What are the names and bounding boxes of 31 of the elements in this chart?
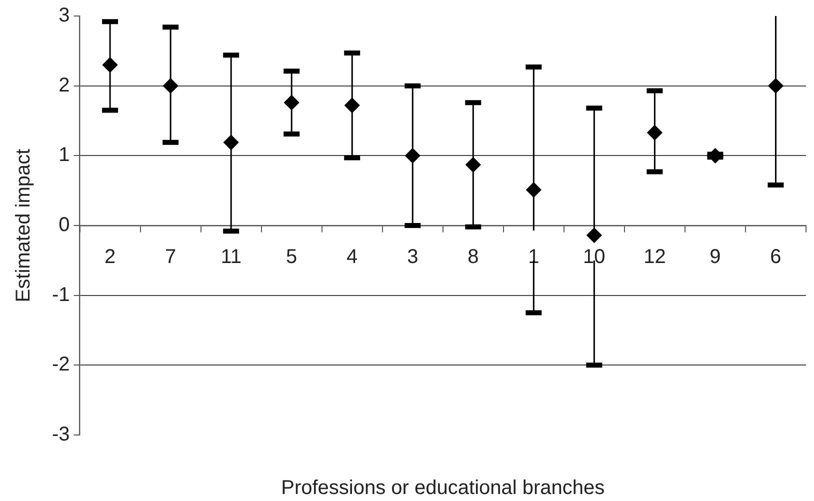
point [647, 125, 662, 140]
y-axis-title: Estimated impact [12, 148, 35, 302]
y-tick-label: 0 [58, 214, 70, 236]
point [344, 98, 360, 113]
x-tick-label: 3 [407, 246, 418, 268]
point [284, 95, 300, 110]
x-tick-label: 11 [220, 246, 242, 268]
x-axis-title: Professions or educational branches [281, 477, 605, 499]
x-tick-label: 6 [770, 246, 782, 268]
y-tick-label: -1 [52, 284, 70, 306]
point [102, 57, 118, 72]
point [163, 78, 178, 94]
y-tick-label: -3 [52, 424, 70, 446]
y-tick-label: 3 [58, 4, 70, 27]
x-tick-label: 12 [644, 246, 666, 268]
point [466, 157, 481, 172]
x-tick-label: 5 [286, 246, 298, 268]
point [224, 134, 239, 150]
y-tick-label: 2 [58, 74, 70, 96]
point [405, 148, 420, 164]
x-tick-label: 8 [468, 246, 479, 268]
x-tick-label: 10 [583, 246, 606, 268]
point [768, 78, 784, 94]
x-tick-label: 7 [165, 246, 176, 268]
x-tick-label: 2 [104, 246, 116, 268]
point [526, 182, 542, 198]
x-tick-label: 9 [710, 246, 721, 268]
y-tick-label: -2 [52, 354, 70, 376]
point [586, 228, 602, 243]
x-tick-label: 4 [346, 246, 358, 268]
y-tick-label: 1 [58, 144, 70, 166]
